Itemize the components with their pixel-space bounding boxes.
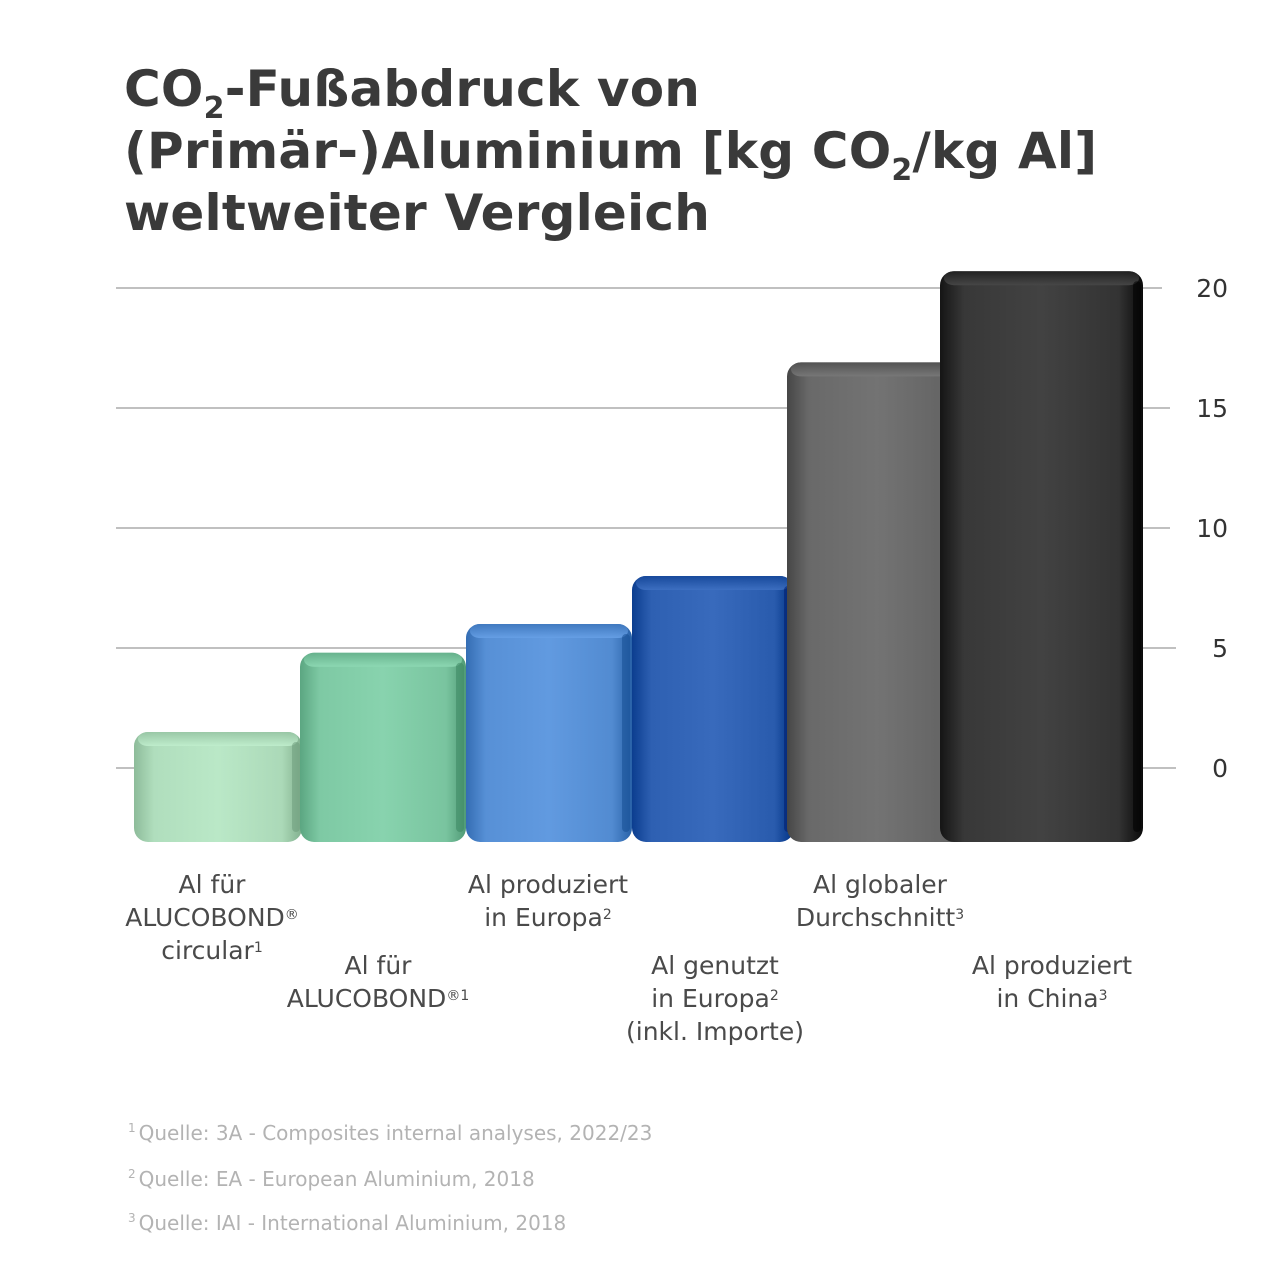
- label-line: Al genutzt: [555, 949, 875, 982]
- footnote-mark: 3: [128, 1211, 136, 1225]
- footnote-text: Quelle: IAI - International Aluminium, 2…: [138, 1211, 567, 1235]
- bar-top: [470, 624, 628, 638]
- x-category-label: Al produziert in Europa2: [388, 868, 708, 934]
- y-axis-ticks: 0 5 10 15 20: [1196, 274, 1228, 783]
- label-text: Al produziert: [467, 870, 629, 899]
- x-category-label: Al für ALUCOBOND® circular1: [52, 868, 372, 967]
- x-category-label: Al produziert in China3: [892, 949, 1212, 1015]
- bar-edge-shadow: [1133, 281, 1141, 832]
- x-category-label: Al globaler Durchschnitt3: [720, 868, 1040, 934]
- label-superscript: 2: [602, 907, 612, 923]
- label-superscript: 1: [253, 940, 263, 956]
- bar-body: [466, 624, 632, 842]
- label-line: in China3: [892, 982, 1212, 1015]
- bar-body: [300, 652, 466, 842]
- label-line: in Europa2: [555, 982, 875, 1015]
- label-line: Al für: [52, 868, 372, 901]
- label-line: Al für: [218, 949, 538, 982]
- bar-edge-shadow: [622, 634, 630, 832]
- label-text: in Europa: [484, 903, 603, 932]
- bar: [632, 576, 794, 842]
- title-line-1: CO2-Fußabdruck von: [124, 58, 1124, 124]
- y-tick-label: 10: [1196, 514, 1228, 543]
- label-text: (inkl. Importe): [626, 1017, 804, 1046]
- bars: [134, 271, 1143, 842]
- bar-body: [787, 362, 968, 842]
- bar-top: [944, 271, 1139, 286]
- bar: [940, 271, 1143, 842]
- title-text: -Fußabdruck von: [224, 60, 701, 118]
- title-line-3: weltweiter Vergleich: [124, 184, 711, 242]
- label-line: ALUCOBOND®1: [218, 982, 538, 1015]
- label-line: Al globaler: [720, 868, 1040, 901]
- y-tick-label: 15: [1196, 394, 1228, 423]
- footnote-text: Quelle: 3A - Composites internal analyse…: [138, 1121, 653, 1145]
- title-subscript: 2: [203, 91, 225, 126]
- label-text: in Europa: [651, 984, 770, 1013]
- bar-body: [134, 732, 302, 842]
- bar-edge-shadow: [292, 742, 300, 832]
- bar-top: [138, 732, 298, 746]
- footnote: 3 Quelle: IAI - International Aluminium, …: [128, 1211, 566, 1235]
- bar-top: [636, 576, 790, 590]
- label-line: Durchschnitt3: [720, 901, 1040, 934]
- label-text: Durchschnitt: [795, 903, 956, 932]
- label-superscript: 3: [1098, 988, 1108, 1004]
- label-superscript: ®1: [446, 988, 470, 1004]
- title-subscript: 2: [891, 153, 913, 188]
- label-text: circular: [161, 936, 254, 965]
- footnote: 2 Quelle: EA - European Aluminium, 2018: [128, 1167, 535, 1191]
- bar-body: [632, 576, 794, 842]
- label-line: Al produziert: [388, 868, 708, 901]
- bar: [466, 624, 632, 842]
- footnote-text: Quelle: EA - European Aluminium, 2018: [138, 1167, 535, 1191]
- label-line: (inkl. Importe): [555, 1015, 875, 1048]
- label-line: Al produziert: [892, 949, 1212, 982]
- label-text: ALUCOBOND: [286, 984, 447, 1013]
- label-line: circular1: [52, 934, 372, 967]
- bar-body: [940, 271, 1143, 842]
- title-text: CO: [124, 60, 204, 118]
- bar-top: [304, 652, 462, 667]
- bar-top: [791, 362, 964, 377]
- label-text: Al produziert: [971, 951, 1133, 980]
- label-text: Al für: [178, 870, 246, 899]
- label-text: Al genutzt: [651, 951, 779, 980]
- label-text: Al für: [344, 951, 412, 980]
- title-text: (Primär-)Aluminium [kg CO: [124, 122, 892, 180]
- bar-chart: 0 5 10 15 20: [116, 271, 1228, 842]
- title-text: /kg Al]: [912, 122, 1098, 180]
- label-superscript: 2: [769, 988, 779, 1004]
- label-text: ALUCOBOND: [125, 903, 285, 932]
- bar-edge-shadow: [456, 662, 464, 832]
- bar: [300, 652, 466, 842]
- chart-title: CO2-Fußabdruck von (Primär-)Aluminium [k…: [124, 58, 1124, 244]
- y-tick-label: 5: [1212, 634, 1228, 663]
- x-category-label: Al genutzt in Europa2 (inkl. Importe): [555, 949, 875, 1048]
- y-tick-label: 0: [1212, 754, 1228, 783]
- label-superscript: 3: [955, 907, 965, 923]
- footnote-mark: 2: [128, 1167, 136, 1181]
- footnote: 1 Quelle: 3A - Composites internal analys…: [128, 1121, 652, 1145]
- label-text: in China: [996, 984, 1099, 1013]
- x-category-label: Al für ALUCOBOND®1: [218, 949, 538, 1015]
- title-line-2: (Primär-)Aluminium [kg CO2/kg Al]: [124, 120, 1124, 186]
- footnote-mark: 1: [128, 1121, 136, 1135]
- label-line: in Europa2: [388, 901, 708, 934]
- label-text: Al globaler: [813, 870, 947, 899]
- y-tick-label: 20: [1196, 274, 1228, 303]
- bar: [134, 732, 302, 842]
- label-superscript: ®: [284, 907, 299, 923]
- label-line: ALUCOBOND®: [52, 901, 372, 934]
